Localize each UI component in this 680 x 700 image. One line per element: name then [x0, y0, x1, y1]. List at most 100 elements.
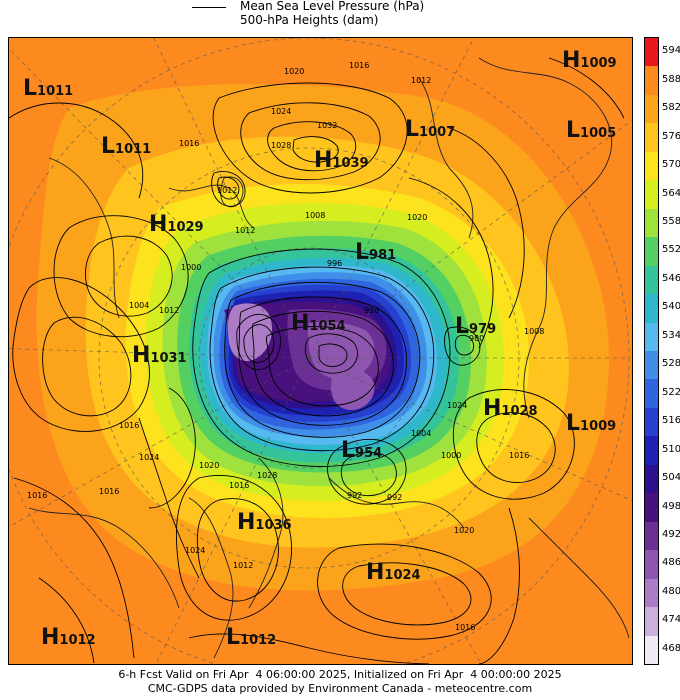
lat-lon-grid: [9, 38, 632, 664]
colorbar-label: 480: [662, 585, 680, 597]
colorbar-cell: [645, 578, 658, 608]
isobar-label: 1016: [349, 61, 369, 70]
colorbar-label: 582: [662, 102, 680, 114]
colorbar-cell: [645, 521, 658, 551]
pressure-contour-legend-line: [192, 7, 226, 8]
colorbar-cell: [645, 123, 658, 153]
map-footer: 6-h Fcst Valid on Fri Apr 4 06:00:00 202…: [0, 668, 680, 696]
isobar-labels: 1020 1016 1012 1032 1028 1024 1012 1008 …: [27, 61, 544, 632]
colorbar-cell: [645, 436, 658, 466]
isobar-label: 1020: [454, 526, 474, 535]
isobar-label: 1032: [317, 121, 337, 130]
pressure-center-low: L1009: [566, 411, 617, 436]
isobar-label: 1020: [284, 67, 304, 76]
band-486b: [331, 367, 375, 410]
colorbar-cell: [645, 151, 658, 181]
colorbar-label: 510: [662, 443, 680, 455]
colorbar-cell: [645, 237, 658, 267]
pressure-center-low: L1007: [405, 117, 456, 142]
weather-map: 1020 1016 1012 1032 1028 1024 1012 1008 …: [8, 37, 633, 665]
coastlines: [28, 57, 630, 659]
isobar-label: 996: [364, 306, 379, 315]
colorbar-label: 492: [662, 528, 680, 540]
isobar-label: 1000: [181, 263, 201, 272]
pressure-center-low: L979: [455, 314, 497, 339]
isobar-label: 1016: [99, 487, 119, 496]
isobar-label: 1004: [129, 301, 149, 310]
height-colorbar: [644, 37, 659, 665]
pressure-center-low: L1012: [226, 625, 277, 650]
pressure-center-high: H1009: [562, 48, 617, 73]
legend-title-pressure: Mean Sea Level Pressure (hPa): [240, 0, 425, 13]
pressure-center-low: L1011: [23, 76, 74, 101]
colorbar-label: 528: [662, 358, 680, 370]
colorbar-cell: [645, 351, 658, 380]
colorbar-label: 534: [662, 329, 680, 341]
isobar-label: 1024: [139, 453, 159, 462]
map-canvas: 1020 1016 1012 1032 1028 1024 1012 1008 …: [9, 38, 632, 664]
pressure-center-high: H1028: [483, 396, 538, 421]
pressure-center-low: L1011: [101, 134, 152, 159]
colorbar-cell: [645, 464, 658, 494]
colorbar-label: 540: [662, 301, 680, 313]
colorbar-label: 486: [662, 557, 680, 569]
colorbar-label: 504: [662, 472, 680, 484]
pressure-center-high: H1024: [366, 560, 421, 585]
colorbar-cell: [645, 493, 658, 523]
isobar-label: 1024: [447, 401, 467, 410]
colorbar-label: 474: [662, 614, 680, 626]
isobar-label: 1016: [119, 421, 139, 430]
colorbar-cell: [645, 94, 658, 124]
colorbar-cell: [645, 180, 658, 210]
isobar-label: 1000: [441, 451, 461, 460]
map-legend-header: Mean Sea Level Pressure (hPa) 500-hPa He…: [0, 0, 680, 36]
isobar-label: 1016: [229, 481, 249, 490]
pressure-center-high: H1036: [237, 510, 292, 535]
isobar-label: 1028: [271, 141, 291, 150]
pressure-center-high: H1029: [149, 212, 204, 237]
colorbar-label: 594: [662, 45, 680, 57]
colorbar-cell: [645, 379, 658, 409]
colorbar-label: 576: [662, 130, 680, 142]
isobars: [9, 57, 625, 664]
colorbar-cell: [645, 38, 658, 67]
isobar-label: 1004: [411, 429, 431, 438]
isobar-label: 1012: [235, 226, 255, 235]
isobar-label: 1024: [271, 107, 291, 116]
isobar-label: 980: [469, 334, 484, 343]
colorbar-label: 522: [662, 386, 680, 398]
colorbar-cell: [645, 265, 658, 295]
isobar-label: 1012: [217, 186, 237, 195]
isobar-label: 1020: [199, 461, 219, 470]
pressure-center-high: H1031: [132, 343, 187, 368]
legend-title-heights: 500-hPa Heights (dam): [240, 13, 379, 27]
isobar-label: 1016: [455, 623, 475, 632]
colorbar-label: 468: [662, 642, 680, 654]
colorbar-cell: [645, 607, 658, 637]
isobar-label: 1008: [524, 327, 544, 336]
pressure-center-low: L954: [341, 438, 383, 463]
colorbar-cell: [645, 294, 658, 324]
isobar-label: 992: [387, 493, 402, 502]
colorbar-cell: [645, 66, 658, 96]
forecast-valid-text: 6-h Fcst Valid on Fri Apr 4 06:00:00 202…: [118, 668, 562, 681]
isobar-label: 1020: [407, 213, 427, 222]
colorbar-cell: [645, 635, 658, 665]
pressure-center-high: H1012: [41, 625, 96, 650]
isobar-label: 1012: [233, 561, 253, 570]
isobar-label: 1028: [257, 471, 277, 480]
colorbar-label: 564: [662, 187, 680, 199]
isobar-label: 992: [347, 491, 362, 500]
height-bands: [9, 38, 632, 664]
colorbar-cell: [645, 322, 658, 352]
data-credit-text: CMC-GDPS data provided by Environment Ca…: [147, 682, 533, 695]
colorbar-label: 570: [662, 159, 680, 171]
isobar-label: 996: [327, 259, 342, 268]
pressure-center-high: H1039: [314, 148, 369, 173]
colorbar-label: 498: [662, 500, 680, 512]
isobar-label: 1016: [27, 491, 47, 500]
colorbar-cell: [645, 407, 658, 437]
isobar-label: 1024: [185, 546, 205, 555]
colorbar-label: 558: [662, 215, 680, 227]
colorbar-label: 546: [662, 272, 680, 284]
